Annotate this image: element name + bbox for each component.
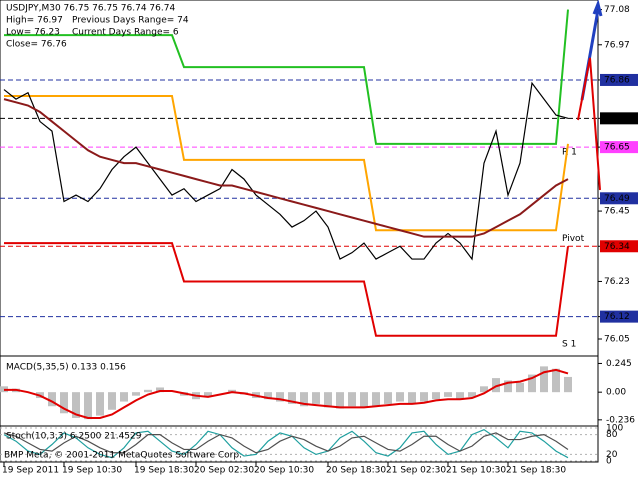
y-tick-label: 0.245 — [606, 359, 632, 369]
macd-bar — [540, 366, 548, 393]
price-marker — [600, 310, 638, 323]
x-tick-label: 20 Sep 10:30 — [254, 466, 314, 476]
y-tick-label: -0.236 — [606, 415, 635, 425]
macd-bar — [552, 368, 560, 393]
macd-bar — [444, 392, 452, 397]
y-tick-label: 80 — [606, 430, 618, 440]
arrow — [577, 57, 601, 191]
y-tick-label: 76.97 — [604, 40, 630, 50]
level-label: Pivot — [562, 234, 585, 244]
macd-title: MACD(5,35,5) 0.133 0.156 — [6, 363, 126, 373]
footer: BMP Meta, © 2001-2011 MetaQuotes Softwar… — [4, 451, 242, 461]
y-tick-label: 0 — [606, 457, 612, 467]
x-tick-label: 19 Sep 2011 — [2, 466, 59, 476]
macd-bar — [132, 392, 140, 396]
signal-line — [4, 368, 569, 419]
header-cur-range: Current Days Range= 6 — [72, 28, 179, 38]
y-tick-label: 76.23 — [604, 277, 630, 287]
macd-bar — [564, 376, 572, 393]
macd-bar — [468, 392, 476, 397]
macd-bar — [324, 392, 332, 408]
macd-bar — [336, 392, 344, 409]
header-prev-range: Previous Days Range= 74 — [72, 16, 189, 26]
header-close: Close= 76.76 — [6, 40, 67, 50]
price-line-series — [3, 81, 569, 261]
price-marker — [600, 240, 638, 253]
macd-bar — [372, 392, 380, 407]
x-tick-label: 20 Sep 18:30 — [326, 466, 386, 476]
header-high: High= 76.97 — [6, 16, 63, 26]
header-low: Low= 76.23 — [6, 28, 60, 38]
x-tick-label: 21 Sep 10:30 — [446, 466, 506, 476]
y-tick-label: 76.12 — [604, 312, 630, 322]
macd-bar — [408, 392, 416, 404]
price-marker — [600, 141, 638, 154]
macd-bar — [84, 392, 92, 420]
macd-bar — [156, 387, 164, 393]
x-tick-label: 19 Sep 18:30 — [134, 466, 194, 476]
y-tick-label: 20 — [606, 450, 618, 460]
macd-bar — [360, 392, 368, 408]
macd-bar — [420, 392, 428, 402]
y-tick-label: 77.08 — [604, 5, 630, 15]
macd-bar — [60, 392, 68, 414]
macd-bar — [228, 389, 236, 393]
macd-bar — [480, 386, 488, 393]
macd-bar — [528, 374, 536, 393]
macd-bar — [72, 392, 80, 418]
macd-bar — [120, 392, 128, 402]
y-tick-label: 0.00 — [606, 388, 626, 398]
macd-bar — [384, 392, 392, 404]
macd-bar — [204, 392, 212, 397]
macd-bar — [396, 392, 404, 402]
y-tick-label: 76.86 — [604, 75, 630, 85]
macd-bar — [288, 392, 296, 404]
y-tick-label: 100 — [606, 424, 623, 434]
y-tick-label: 76.34 — [604, 242, 630, 252]
level-line — [4, 9, 569, 145]
y-tick-label: 76.49 — [604, 194, 630, 204]
price-marker — [600, 192, 638, 205]
macd-bar — [144, 389, 152, 393]
y-tick-label: 76.45 — [604, 207, 630, 217]
stoch-line — [3, 432, 569, 454]
y-tick-label: 76.65 — [604, 143, 630, 153]
macd-bar — [348, 392, 356, 407]
level-line — [4, 94, 569, 232]
x-tick-label: 20 Sep 02:30 — [194, 466, 254, 476]
macd-bar — [432, 392, 440, 400]
stoch-line — [3, 428, 569, 459]
header: USDJPY,M30 76.75 76.75 76.74 76.74 High=… — [6, 4, 189, 50]
macd-bar — [108, 392, 116, 410]
macd-bar — [504, 380, 512, 393]
x-tick-label: 19 Sep 10:30 — [62, 466, 122, 476]
price-marker — [600, 112, 638, 125]
level-line — [4, 242, 569, 337]
price-marker — [600, 73, 638, 86]
x-tick-label: 21 Sep 02:30 — [386, 466, 446, 476]
macd-bar — [96, 392, 104, 416]
macd-bar — [516, 382, 524, 393]
macd-bar — [492, 378, 500, 393]
level-label: R 1 — [562, 147, 577, 157]
macd-bar — [48, 392, 56, 407]
macd-bar — [276, 392, 284, 402]
stoch-title: Stoch(10,3,3) 6.2500 21.4529 — [6, 432, 142, 442]
y-tick-label: 76.74 — [604, 114, 630, 124]
price-line-series — [3, 98, 569, 238]
macd-bar — [456, 392, 464, 400]
level-label: S 1 — [562, 339, 576, 349]
y-tick-label: 76.05 — [604, 335, 630, 345]
macd-bar — [300, 392, 308, 407]
x-tick-label: 21 Sep 18:30 — [506, 466, 566, 476]
macd-bar — [312, 392, 320, 404]
header-symbol: USDJPY,M30 76.75 76.75 76.74 76.74 — [6, 4, 175, 14]
macd-bar — [264, 392, 272, 400]
